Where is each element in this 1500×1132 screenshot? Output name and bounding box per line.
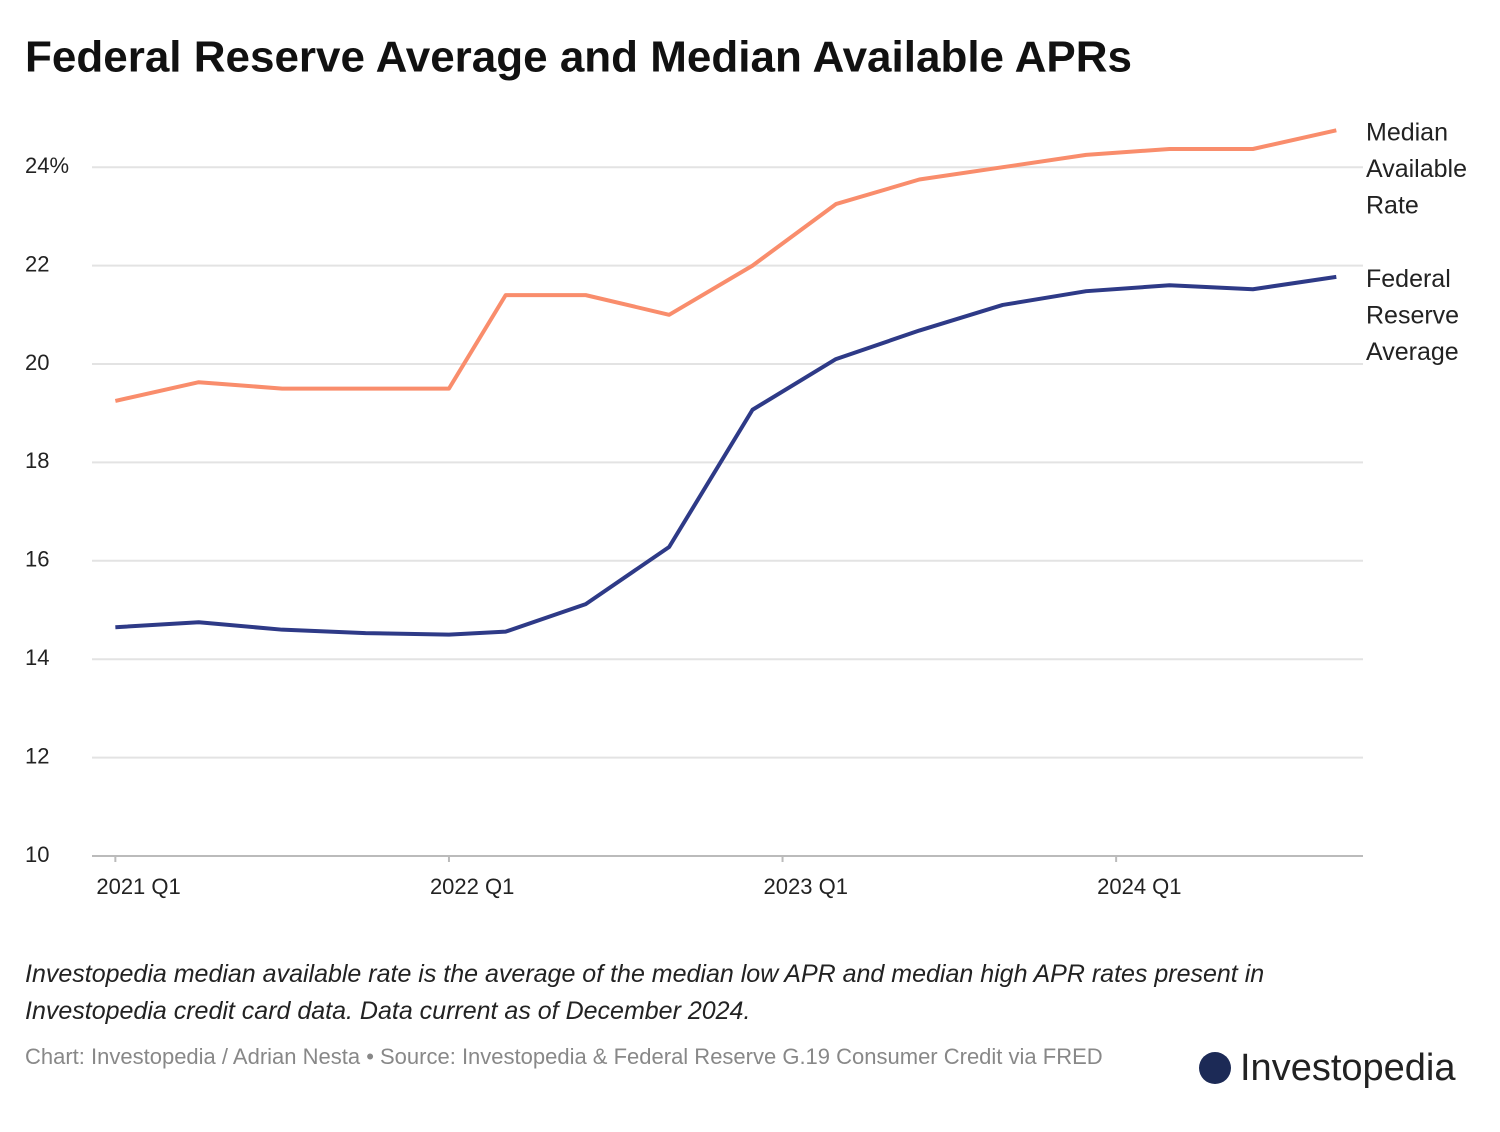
y-tick-label: 10: [25, 842, 49, 867]
chart-title: Federal Reserve Average and Median Avail…: [25, 33, 1132, 82]
y-tick-label: 24%: [25, 153, 69, 178]
y-tick-label: 18: [25, 448, 49, 473]
series-line: [115, 274, 1337, 637]
x-tick-label: 2024 Q1: [1097, 874, 1181, 899]
logo-icon: [1199, 1052, 1231, 1084]
note: Investopedia median available rate is th…: [25, 960, 1264, 1025]
y-tick-label: 16: [25, 547, 49, 572]
series-label: Median Available Rate: [1366, 118, 1467, 219]
series-line: [114, 128, 1337, 403]
y-tick-label: 14: [25, 645, 49, 670]
x-tick-label: 2021 Q1: [96, 874, 180, 899]
x-tick-label: 2022 Q1: [430, 874, 514, 899]
x-tick-label: 2023 Q1: [764, 874, 848, 899]
source: Chart: Investopedia / Adrian Nesta • Sou…: [25, 1044, 1103, 1069]
logo: Investopedia: [1240, 1047, 1456, 1089]
y-tick-label: 22: [25, 251, 49, 276]
series-label: Federal Reserve Average: [1366, 265, 1459, 366]
y-tick-label: 12: [25, 743, 49, 768]
y-tick-label: 20: [25, 350, 49, 375]
